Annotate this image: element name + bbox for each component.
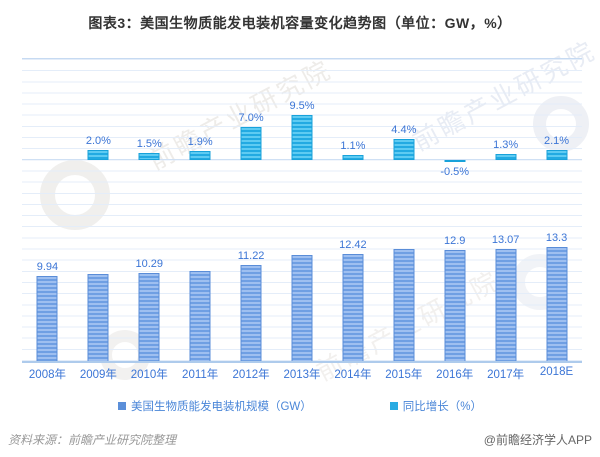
chart-column: 9.5% (277, 59, 328, 361)
plot-area: 9.94 2.0% 10.29 1.5% 1.9% 11.22 7.0% 9.5% 12.42 1… (22, 58, 582, 363)
growth-value-label: 1.9% (187, 136, 213, 148)
x-tick-label: 2013年 (283, 369, 321, 381)
chart-column: 12.9 -0.5% (429, 59, 480, 361)
capacity-bar (546, 247, 568, 361)
capacity-bar (495, 249, 517, 361)
capacity-value-label: 9.94 (36, 261, 59, 273)
legend: 美国生物质能发电装机规模（GW） 同比增长（%） (0, 398, 600, 414)
chart-column: 13.07 1.3% (480, 59, 531, 361)
legend-label: 同比增长（%） (402, 401, 483, 413)
chart-column: 10.29 1.5% (124, 59, 175, 361)
capacity-value-label: 12.42 (339, 239, 367, 251)
growth-value-label: 7.0% (238, 112, 264, 124)
capacity-bar (240, 265, 262, 361)
growth-bar (546, 150, 568, 160)
growth-value-label: -0.5% (440, 166, 470, 178)
chart-column: 13.3 2.1% (531, 59, 582, 361)
legend-label: 美国生物质能发电装机规模（GW） (130, 401, 312, 413)
capacity-value-label: 12.9 (444, 235, 466, 247)
growth-value-label: 2.1% (543, 135, 570, 147)
x-tick-label: 2008年 (28, 369, 66, 381)
growth-bar (495, 154, 517, 160)
capacity-bar (444, 250, 466, 361)
chart-column: 9.94 (22, 59, 73, 361)
chart-column: 1.9% (175, 59, 226, 361)
capacity-value-label: 10.29 (135, 258, 164, 270)
legend-swatch-icon (117, 402, 126, 410)
chart-column: 4.4% (378, 59, 429, 361)
growth-bar (240, 127, 262, 160)
chart-area: 9.94 2.0% 10.29 1.5% 1.9% 11.22 7.0% 9.5% 12.42 1… (22, 58, 582, 384)
x-tick-label: 2009年 (79, 369, 117, 381)
capacity-bar (36, 276, 58, 361)
source-note: 资料来源：前瞻产业研究院整理 (8, 433, 177, 447)
growth-bar (393, 139, 415, 160)
x-tick-label: 2010年 (130, 369, 168, 381)
chart-column: 11.22 7.0% (226, 59, 277, 361)
chart-column: 12.42 1.1% (327, 59, 378, 361)
x-axis: 2008年 2009年 2010年 2011年 2012年 2013年 2014年 2015年… (22, 366, 582, 382)
capacity-bar (291, 255, 313, 361)
x-tick-label: 2017年 (487, 369, 525, 381)
growth-bar (342, 155, 364, 160)
growth-bar (138, 153, 160, 160)
capacity-bar (87, 274, 109, 361)
capacity-value-label: 13.3 (545, 232, 568, 244)
legend-item: 美国生物质能发电装机规模（GW） (117, 398, 312, 414)
x-tick-label: 2012年 (232, 369, 270, 381)
growth-value-label: 1.5% (136, 138, 162, 150)
growth-value-label: 1.3% (493, 139, 519, 151)
chart-column: 2.0% (73, 59, 124, 361)
capacity-value-label: 11.22 (237, 250, 265, 262)
growth-value-label: 2.0% (85, 135, 111, 147)
x-tick-label: 2016年 (436, 369, 474, 381)
x-tick-label: 2014年 (334, 369, 372, 381)
growth-value-label: 9.5% (289, 100, 315, 112)
capacity-bar (138, 273, 160, 361)
footer: 资料来源：前瞻产业研究院整理 @前瞻经济学人APP (8, 431, 592, 448)
x-tick-label: 2018E (539, 366, 574, 378)
capacity-bar (189, 271, 211, 361)
page-title: 图表3：美国生物质能发电装机容量变化趋势图（单位：GW，%） (88, 15, 512, 31)
growth-value-label: 1.1% (340, 140, 366, 152)
capacity-value-label: 13.07 (491, 234, 520, 246)
x-tick-label: 2015年 (385, 369, 423, 381)
growth-bar (87, 150, 109, 160)
capacity-bar (342, 254, 364, 361)
legend-swatch-icon (389, 402, 398, 410)
brand-note: @前瞻经济学人APP (483, 433, 592, 447)
capacity-bar (393, 249, 415, 361)
growth-bar (189, 151, 211, 160)
growth-bar (444, 160, 466, 162)
legend-item: 同比增长（%） (389, 398, 483, 414)
x-tick-label: 2011年 (182, 369, 219, 381)
growth-bar (291, 115, 313, 160)
growth-value-label: 4.4% (391, 124, 417, 136)
